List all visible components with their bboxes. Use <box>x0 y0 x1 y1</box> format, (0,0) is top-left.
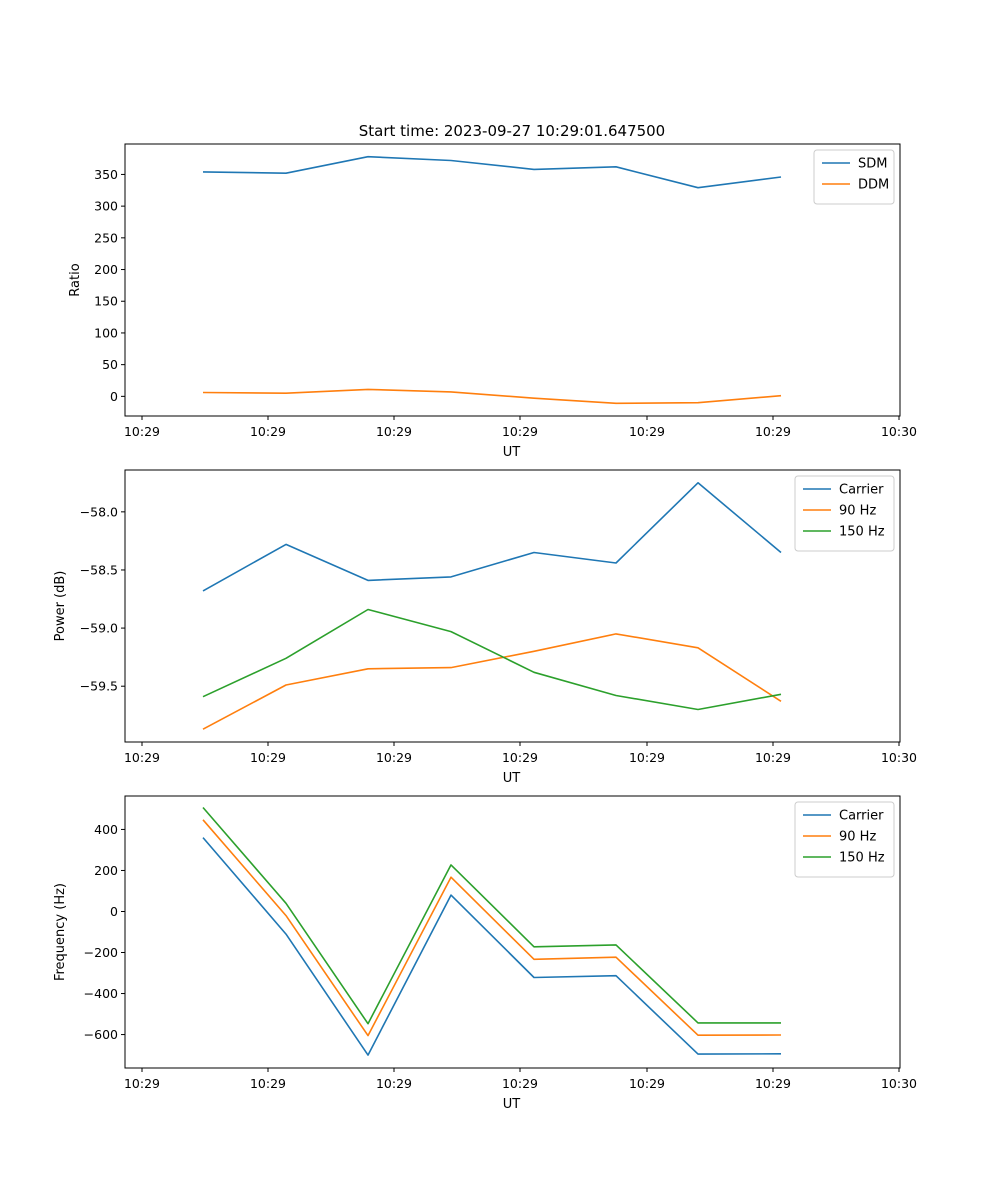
y-tick-label: 0 <box>110 904 118 919</box>
x-tick-label: 10:29 <box>629 424 665 439</box>
y-tick-label: 400 <box>94 822 118 837</box>
y-tick-label: −59.5 <box>80 679 118 694</box>
series-line-ddm <box>202 388 782 405</box>
x-tick-label: 10:29 <box>755 424 791 439</box>
figure-title: Start time: 2023-09-27 10:29:01.647500 <box>359 122 665 140</box>
x-tick-label: 10:29 <box>502 424 538 439</box>
y-axis-label: Frequency (Hz) <box>53 883 68 981</box>
y-tick-label: −58.5 <box>80 562 118 577</box>
y-tick-label: 250 <box>94 230 118 245</box>
x-tick-label: 10:29 <box>376 424 412 439</box>
x-axis-label: UT <box>503 445 521 460</box>
subplots: 10:29 10:29 10:29 10:29 10:29 10:29 10:30 0 50 10… <box>53 143 917 1112</box>
y-tick-label: 150 <box>94 294 118 309</box>
axes-frame <box>124 143 901 417</box>
series-line-carrier <box>202 837 782 1056</box>
x-tick-label: 10:29 <box>755 750 791 765</box>
legend-label: DDM <box>858 178 889 193</box>
legend-box <box>794 801 895 878</box>
x-tick-label: 10:30 <box>881 1076 917 1091</box>
y-tick-label: 200 <box>94 262 118 277</box>
x-tick-label: 10:29 <box>250 750 286 765</box>
x-tick-label: 10:29 <box>124 424 160 439</box>
y-tick-label: 50 <box>102 357 118 372</box>
y-tick-label: 350 <box>94 167 118 182</box>
x-tick-label: 10:30 <box>881 750 917 765</box>
series-line-sdm <box>202 155 782 189</box>
x-tick-label: 10:29 <box>124 1076 160 1091</box>
legend: Carrier 90 Hz 150 Hz <box>794 801 895 878</box>
legend-label: 150 Hz <box>839 525 885 540</box>
x-tick-label: 10:29 <box>124 750 160 765</box>
y-tick-label: −200 <box>84 945 118 960</box>
legend-label: Carrier <box>839 809 884 824</box>
legend-label: 90 Hz <box>839 830 876 845</box>
x-tick-label: 10:30 <box>881 424 917 439</box>
y-tick-label: 100 <box>94 325 118 340</box>
legend-label: SDM <box>858 157 887 172</box>
x-tick-label: 10:29 <box>376 1076 412 1091</box>
series-line-150-hz <box>202 806 781 1025</box>
y-tick-label: −58.0 <box>80 504 118 519</box>
legend-label: 150 Hz <box>839 851 885 866</box>
y-tick-label: 200 <box>94 863 118 878</box>
y-axis-label: Ratio <box>68 263 83 296</box>
legend: Carrier 90 Hz 150 Hz <box>794 475 895 552</box>
series-line-carrier <box>202 481 782 592</box>
legend-box <box>794 475 895 552</box>
y-tick-label: 0 <box>110 389 118 404</box>
x-axis-label: UT <box>503 771 521 786</box>
y-tick-label: 300 <box>94 199 118 214</box>
subplot-3: 10:29 10:29 10:29 10:29 10:29 10:29 10:30 400 20… <box>53 795 917 1112</box>
legend: SDM DDM <box>813 149 895 205</box>
series-line-90-hz <box>202 819 782 1037</box>
series-line-150-hz <box>202 608 782 711</box>
subplot-1: 10:29 10:29 10:29 10:29 10:29 10:29 10:30 0 50 10… <box>68 143 917 460</box>
x-axis-label: UT <box>503 1097 521 1112</box>
y-tick-label: −59.0 <box>80 621 118 636</box>
x-tick-label: 10:29 <box>629 750 665 765</box>
x-tick-label: 10:29 <box>629 1076 665 1091</box>
x-tick-label: 10:29 <box>755 1076 791 1091</box>
x-tick-label: 10:29 <box>502 1076 538 1091</box>
legend-label: Carrier <box>839 483 884 498</box>
y-tick-label: −400 <box>84 986 118 1001</box>
x-tick-label: 10:29 <box>376 750 412 765</box>
x-tick-label: 10:29 <box>250 424 286 439</box>
y-tick-label: −600 <box>84 1027 118 1042</box>
y-axis-label: Power (dB) <box>53 571 68 642</box>
legend-label: 90 Hz <box>839 504 876 519</box>
subplot-2: 10:29 10:29 10:29 10:29 10:29 10:29 10:30 −58.0… <box>53 469 917 786</box>
x-tick-label: 10:29 <box>502 750 538 765</box>
series-line-90-hz <box>202 633 782 730</box>
x-tick-label: 10:29 <box>250 1076 286 1091</box>
axes-frame <box>124 795 901 1069</box>
axes-frame <box>124 469 901 743</box>
